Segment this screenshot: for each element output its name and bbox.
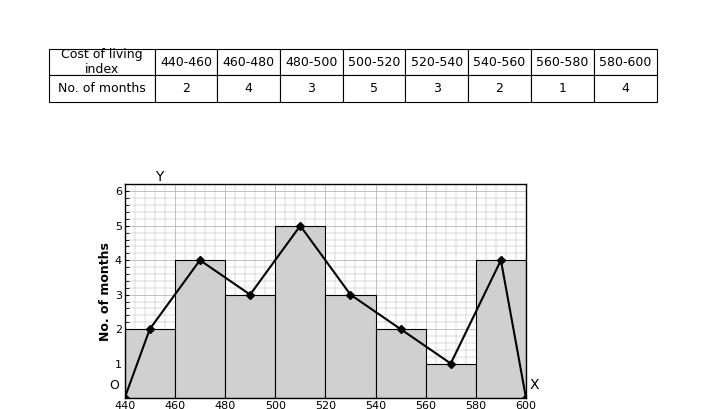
Bar (175, 260, 225, 398)
Y-axis label: No. of months: No. of months (99, 242, 112, 341)
Bar (426, 364, 476, 398)
Bar (325, 294, 376, 398)
Text: O: O (109, 379, 119, 392)
Bar (476, 260, 526, 398)
Bar (275, 226, 325, 398)
Bar (125, 329, 175, 398)
Bar (225, 294, 275, 398)
Text: Y: Y (155, 169, 164, 184)
Bar (376, 329, 426, 398)
Text: X: X (530, 378, 539, 393)
